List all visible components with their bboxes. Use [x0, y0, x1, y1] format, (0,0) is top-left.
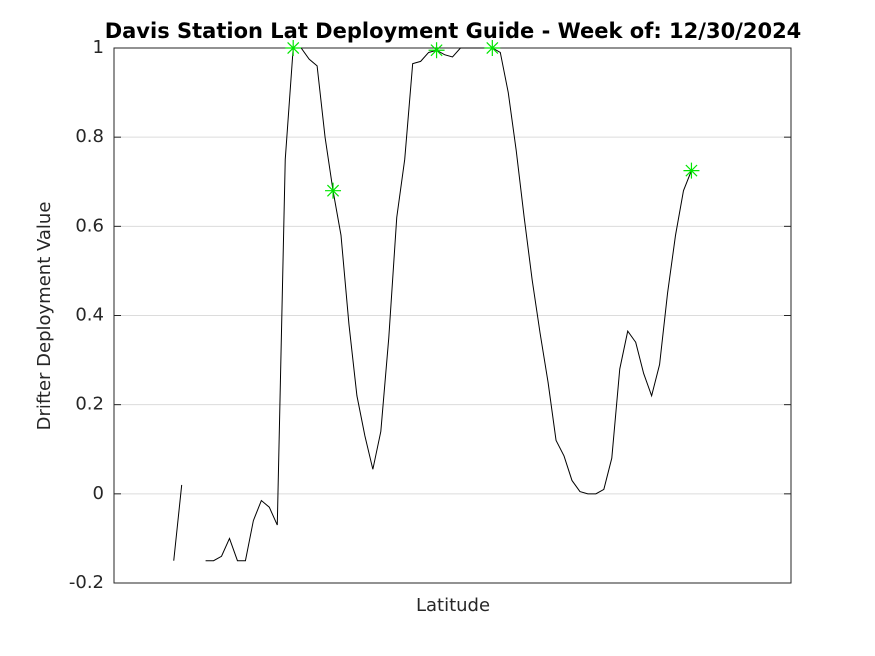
- plot-frame: [113, 47, 792, 584]
- marker-stroke: [430, 44, 443, 57]
- data-marker: [325, 182, 342, 199]
- y-axis-label: Drifter Deployment Value: [34, 202, 55, 431]
- y-tick-label: 0: [93, 483, 104, 504]
- y-tick-label: 0.2: [75, 394, 104, 415]
- marker-stroke: [685, 164, 698, 177]
- y-tick-label: -0.2: [69, 572, 104, 593]
- data-marker: [428, 42, 445, 59]
- data-marker: [683, 162, 700, 179]
- data-marker: [285, 40, 302, 56]
- marker-stroke: [327, 184, 340, 197]
- x-axis-label: Latitude: [416, 595, 490, 616]
- y-tick-label: 0.8: [75, 126, 104, 147]
- y-tick-label: 0.6: [75, 215, 104, 236]
- marker-stroke: [287, 41, 300, 55]
- chart-title: Davis Station Lat Deployment Guide - Wee…: [105, 19, 802, 43]
- y-tick-label: 0.4: [75, 305, 104, 326]
- y-tick-label: 1: [93, 37, 104, 58]
- marker-stroke: [486, 41, 499, 55]
- data-line: [173, 47, 692, 562]
- data-marker: [484, 40, 501, 56]
